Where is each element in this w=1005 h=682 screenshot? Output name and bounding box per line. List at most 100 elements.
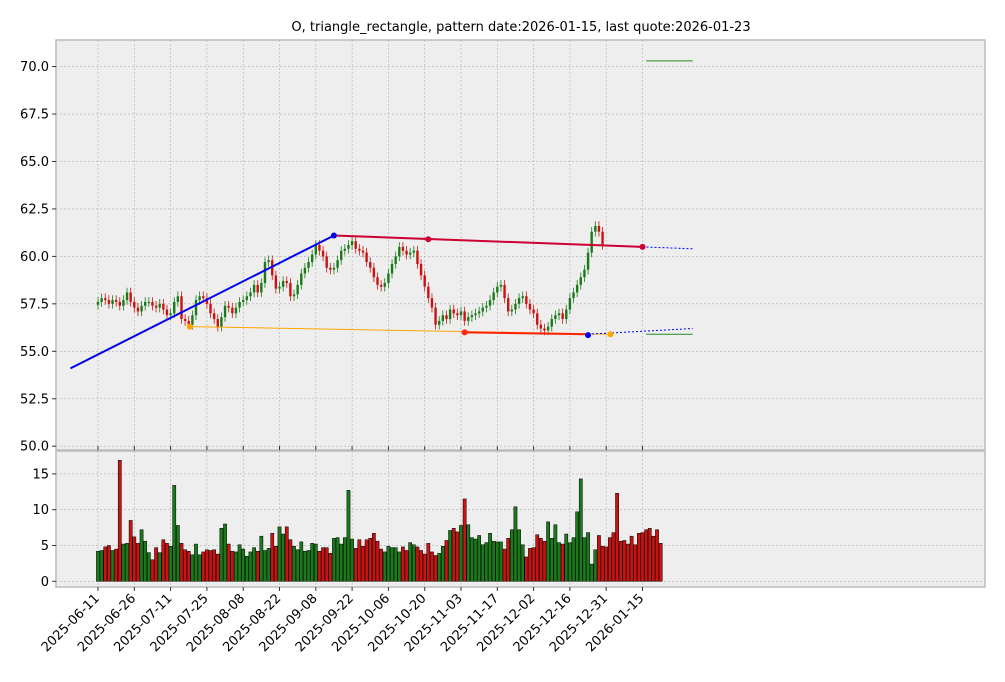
volume-bar	[248, 551, 253, 582]
candle-body	[398, 246, 401, 257]
candle-body	[271, 260, 274, 276]
volume-bar	[255, 550, 260, 582]
candle-body	[198, 296, 201, 301]
candle-body	[416, 250, 419, 264]
volume-bar	[332, 538, 336, 582]
candle-body	[329, 267, 332, 270]
candle-body	[260, 282, 263, 293]
volume-bar	[125, 543, 129, 582]
volume-bar	[531, 547, 536, 582]
volume-bar	[459, 525, 463, 582]
volume-bar	[506, 538, 511, 582]
candle-body	[343, 248, 347, 251]
candle-body	[492, 292, 495, 301]
volume-bar	[393, 547, 398, 582]
volume-bar	[564, 533, 569, 582]
candle-body	[565, 309, 568, 320]
volume-bar	[466, 524, 471, 582]
candle-body	[445, 315, 448, 320]
volume-bar	[154, 547, 158, 582]
candle-body	[477, 311, 481, 314]
volume-bar	[114, 548, 119, 582]
upper-trendline	[333, 234, 643, 248]
chart-title: O, triangle_rectangle, pattern date:2026…	[291, 20, 750, 35]
volume-bar	[651, 535, 656, 582]
pivot-high-1	[330, 232, 337, 239]
volume-bar	[546, 521, 550, 582]
candle-body	[256, 284, 259, 293]
volume-bar	[335, 537, 340, 582]
candle-body	[372, 267, 376, 278]
candle-body	[532, 309, 535, 314]
volume-bar	[549, 538, 554, 582]
candle-body	[539, 324, 543, 329]
candle-body	[557, 313, 561, 316]
candle-body	[441, 315, 445, 321]
volume-bar	[589, 563, 594, 582]
candle-body	[467, 317, 470, 321]
volume-bar	[444, 540, 449, 582]
candle-body	[162, 303, 165, 310]
candle-body	[506, 298, 510, 312]
volume-bar	[637, 533, 641, 582]
candle-body	[459, 311, 463, 316]
volume-bar	[401, 546, 405, 582]
volume-bar	[103, 546, 108, 582]
volume-bar	[524, 556, 529, 582]
rising-trendline	[69, 234, 335, 370]
volume-bar	[593, 549, 598, 582]
volume-bar	[368, 538, 373, 582]
price-ytick-label: 67.5	[20, 108, 49, 123]
candle-body	[597, 226, 601, 232]
volume-ytick-label: 15	[32, 467, 49, 482]
lower-trendline-projection	[588, 328, 693, 335]
volume-bar	[499, 541, 503, 582]
volume-bar	[495, 541, 500, 582]
candle-body	[249, 292, 252, 297]
candle-body	[114, 300, 118, 302]
volume-bar	[353, 548, 358, 582]
volume-bar	[520, 544, 525, 582]
volume-bar	[535, 534, 540, 582]
volume-bar	[470, 537, 474, 582]
volume-bar	[179, 543, 184, 582]
candle-body	[401, 246, 405, 251]
candle-body	[575, 284, 579, 293]
volume-bar	[411, 544, 416, 582]
volume-bar	[121, 543, 126, 582]
volume-bar	[430, 551, 434, 582]
volume-bar	[324, 547, 329, 582]
candle-body	[412, 250, 416, 253]
candle-body	[223, 305, 227, 318]
volume-bar	[186, 550, 191, 582]
volume-bar	[658, 543, 663, 582]
candle-body	[390, 263, 394, 274]
volume-bar	[600, 545, 605, 582]
candle-body	[488, 300, 492, 306]
volume-bar	[422, 553, 427, 582]
candle-body	[521, 296, 524, 299]
candle-body	[292, 294, 296, 297]
volume-bar	[96, 550, 100, 582]
price-plot-area	[55, 39, 986, 451]
candle-body	[536, 313, 539, 325]
lower-trendline	[464, 331, 589, 336]
volume-bar	[568, 542, 572, 582]
volume-bar	[219, 528, 224, 582]
volume-bar	[379, 548, 383, 582]
candle-body	[554, 315, 557, 320]
candle-body	[191, 315, 194, 325]
candle-body	[369, 262, 372, 268]
volume-bar	[640, 532, 645, 582]
volume-bar	[509, 529, 514, 582]
volume-bar	[143, 540, 148, 582]
candle-body	[216, 319, 219, 327]
candle-body	[456, 313, 459, 316]
volume-bar	[310, 543, 315, 582]
candle-body	[586, 252, 590, 270]
candle-body	[354, 241, 357, 249]
candle-body	[561, 313, 564, 320]
candle-body	[503, 284, 506, 299]
volume-bar	[629, 535, 634, 582]
volume-bar	[571, 537, 576, 582]
